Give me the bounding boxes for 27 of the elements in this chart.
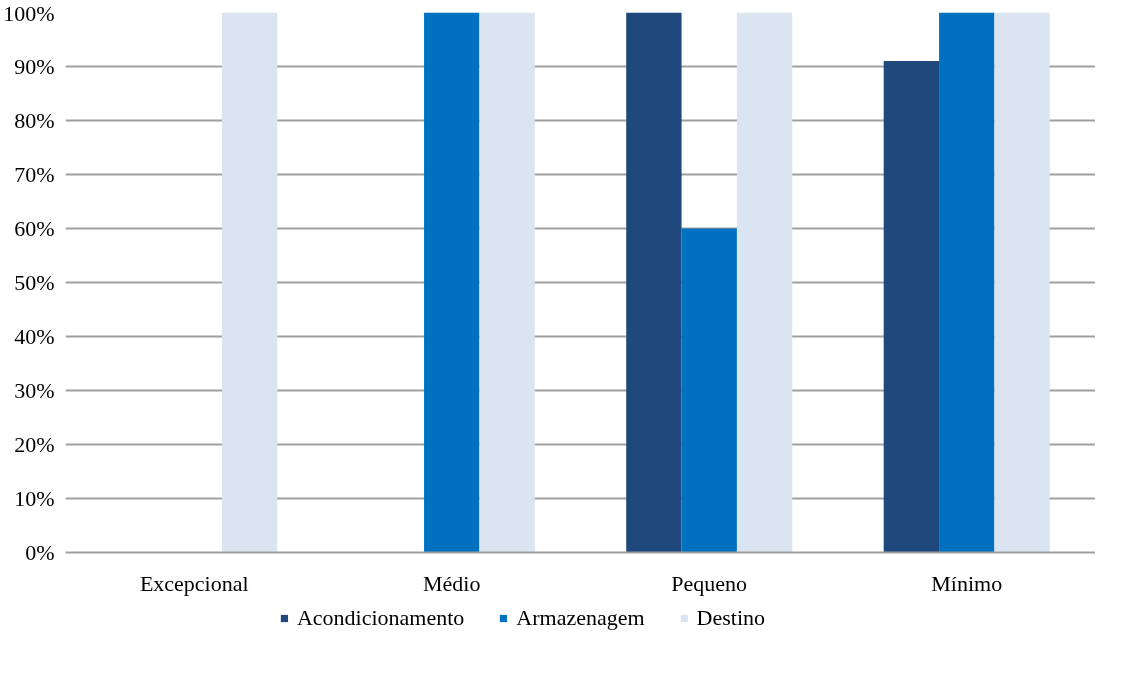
x-tick-label: Excepcional (139, 570, 249, 596)
bar (883, 61, 940, 553)
x-tick-label: Médio (423, 570, 481, 596)
legend-label: Acondicionamento (296, 605, 465, 631)
legend-label: Armazenagem (516, 605, 645, 631)
y-tick-label: 80% (14, 108, 55, 133)
y-tick-label: 20% (14, 432, 55, 457)
bar (939, 12, 995, 553)
legend-label: Destino (696, 605, 766, 631)
y-tick-label: 70% (14, 162, 55, 187)
y-tick-label: 40% (14, 324, 55, 349)
bar (736, 12, 793, 553)
y-tick-label: 100% (3, 0, 55, 26)
y-tick-label: 30% (14, 378, 55, 403)
x-tick-label: Mínimo (931, 570, 1003, 596)
bar (221, 12, 278, 553)
bar (994, 12, 1050, 553)
bar (626, 12, 682, 553)
y-tick-label: 0% (25, 540, 55, 565)
x-tick-label: Pequeno (671, 570, 748, 596)
y-tick-label: 60% (14, 216, 55, 241)
y-tick-label: 90% (14, 54, 55, 79)
y-tick-label: 10% (14, 486, 55, 511)
bar (479, 12, 535, 553)
bar (424, 12, 480, 553)
bar (681, 228, 737, 553)
y-tick-label: 50% (14, 270, 55, 295)
